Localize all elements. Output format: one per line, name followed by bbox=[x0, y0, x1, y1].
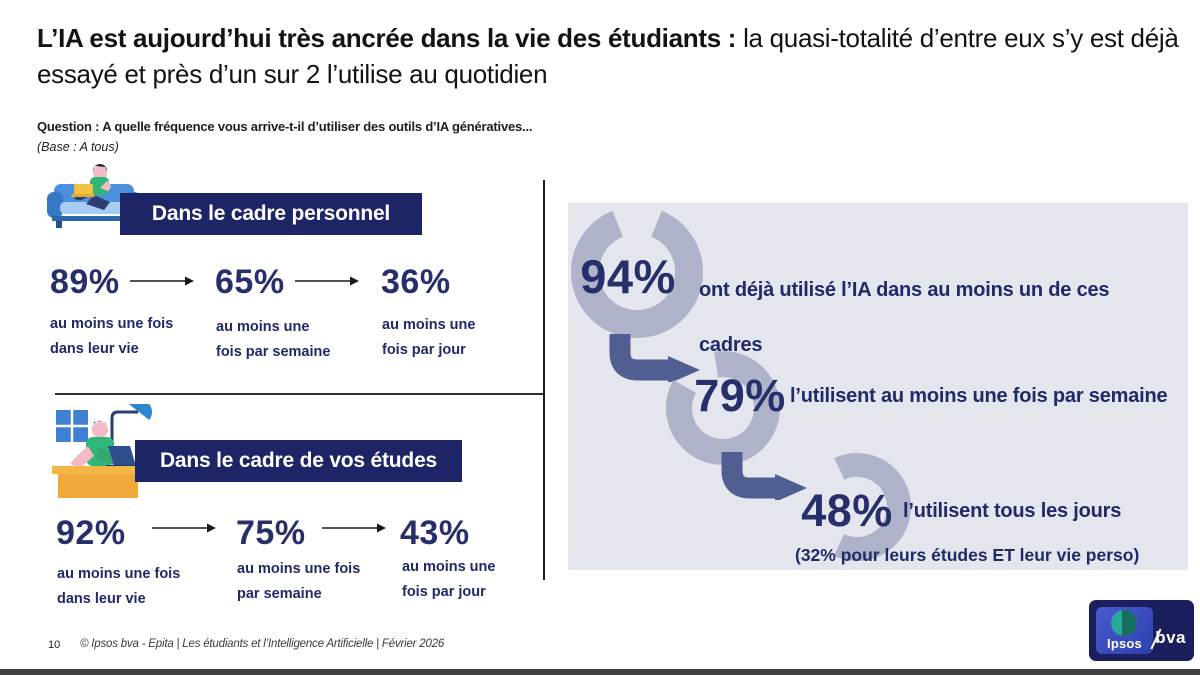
question-text: Question : A quelle fréquence vous arriv… bbox=[37, 119, 533, 134]
title-regular: la quasi-totalité d’entre eux s’y est dé… bbox=[37, 23, 1179, 89]
stat-label: au moins une fois par jour bbox=[402, 559, 496, 600]
ipsos-logo-text: Ipsos bbox=[1107, 636, 1142, 651]
banner-studies: Dans le cadre de vos études bbox=[135, 440, 462, 482]
stat-label: au moins une fois dans leur vie bbox=[50, 316, 174, 357]
title-bold: L’IA est aujourd’hui très ancrée dans la… bbox=[37, 23, 737, 53]
elbow-arrow-icon bbox=[720, 452, 815, 505]
vertical-divider bbox=[543, 180, 545, 580]
donut-ring-79 bbox=[665, 350, 781, 471]
elbow-arrow-icon bbox=[608, 334, 703, 387]
ipsos-face-icon bbox=[1111, 610, 1137, 636]
ipsos-bva-logo: Ipsos bva bbox=[1089, 600, 1194, 661]
arrow-right-icon bbox=[295, 274, 359, 292]
funnel-panel: 94% ont déjà utilisé l’IA dans au moins … bbox=[568, 203, 1188, 570]
donut-ring-48 bbox=[801, 451, 913, 568]
donut-ring-94 bbox=[570, 205, 704, 344]
stat-value: 43% bbox=[400, 514, 470, 552]
funnel-value: 48% bbox=[801, 485, 893, 536]
funnel-value: 79% bbox=[694, 370, 786, 421]
stat-label: au moins une fois par semaine bbox=[237, 561, 361, 602]
stat-value: 75% bbox=[236, 514, 306, 552]
base-note: (Base : A tous) bbox=[37, 140, 119, 154]
arrow-right-icon bbox=[130, 274, 194, 292]
desk-person-illustration bbox=[42, 399, 172, 505]
arrow-right-icon bbox=[152, 521, 216, 539]
bva-logo-text: bva bbox=[1155, 628, 1186, 647]
stat-value: 89% bbox=[50, 263, 120, 301]
ipsos-logo-box: Ipsos bbox=[1096, 607, 1153, 654]
arrow-right-icon bbox=[322, 521, 386, 539]
banner-personal: Dans le cadre personnel bbox=[120, 193, 422, 235]
funnel-label: ont déjà utilisé l’IA dans au moins un d… bbox=[699, 279, 1110, 356]
stat-label: au moins une fois par jour bbox=[382, 317, 476, 358]
page-title: L’IA est aujourd’hui très ancrée dans la… bbox=[37, 20, 1187, 92]
stat-value: 36% bbox=[381, 263, 451, 301]
funnel-sublabel: (32% pour leurs études ET leur vie perso… bbox=[795, 545, 1140, 565]
stat-value: 65% bbox=[215, 263, 285, 301]
funnel-value: 94% bbox=[580, 250, 676, 303]
bottom-bar bbox=[0, 669, 1200, 675]
funnel-label: l’utilisent tous les jours bbox=[903, 500, 1122, 522]
funnel-label: l’utilisent au moins une fois par semain… bbox=[790, 385, 1168, 407]
stat-label: au moins une fois dans leur vie bbox=[57, 566, 181, 607]
stat-value: 92% bbox=[56, 514, 126, 552]
stat-label: au moins une fois par semaine bbox=[216, 319, 331, 360]
page-number: 10 bbox=[48, 639, 61, 651]
footer-copyright: © Ipsos bva - Epita | Les étudiants et l… bbox=[80, 638, 445, 650]
horizontal-divider bbox=[55, 393, 544, 395]
